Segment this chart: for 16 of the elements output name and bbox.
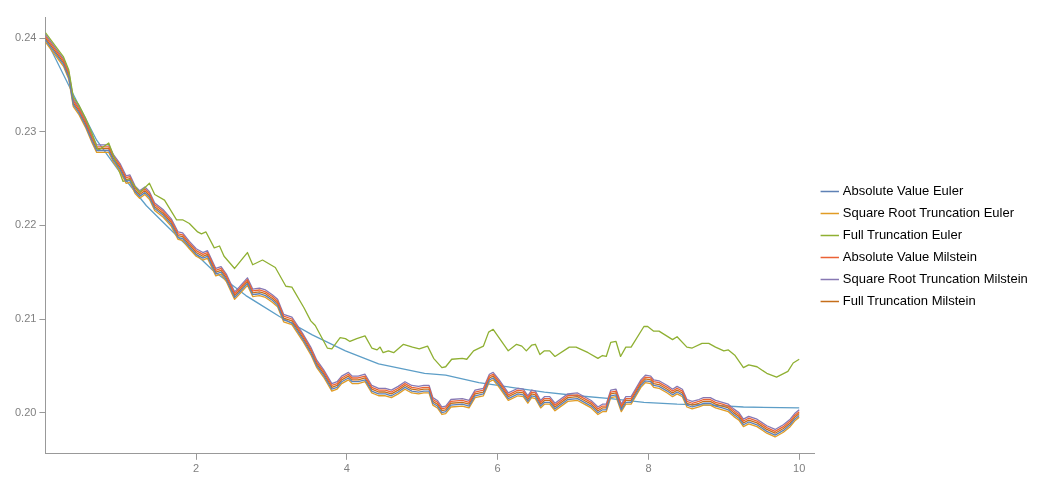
y-tick-label: 0.22 bbox=[14, 218, 37, 231]
x-tick-label: 4 bbox=[343, 462, 350, 475]
x-tick-label: 10 bbox=[793, 462, 806, 475]
x-tick-label: 6 bbox=[494, 462, 501, 475]
y-tick-label: 0.23 bbox=[14, 124, 37, 137]
legend-label: Square Root Truncation Euler bbox=[842, 205, 1015, 221]
x-tick-label: 8 bbox=[645, 462, 652, 475]
y-tick-label: 0.20 bbox=[14, 405, 37, 418]
legend-label: Absolute Value Milstein bbox=[842, 249, 977, 265]
legend-label: Full Truncation Milstein bbox=[842, 293, 976, 309]
legend-label: Full Truncation Euler bbox=[842, 227, 963, 243]
legend-label: Square Root Truncation Milstein bbox=[842, 271, 1028, 287]
y-tick-label: 0.24 bbox=[14, 31, 37, 44]
legend-label: Absolute Value Euler bbox=[842, 183, 964, 199]
x-tick-label: 2 bbox=[193, 462, 200, 475]
y-tick-label: 0.21 bbox=[14, 312, 37, 325]
